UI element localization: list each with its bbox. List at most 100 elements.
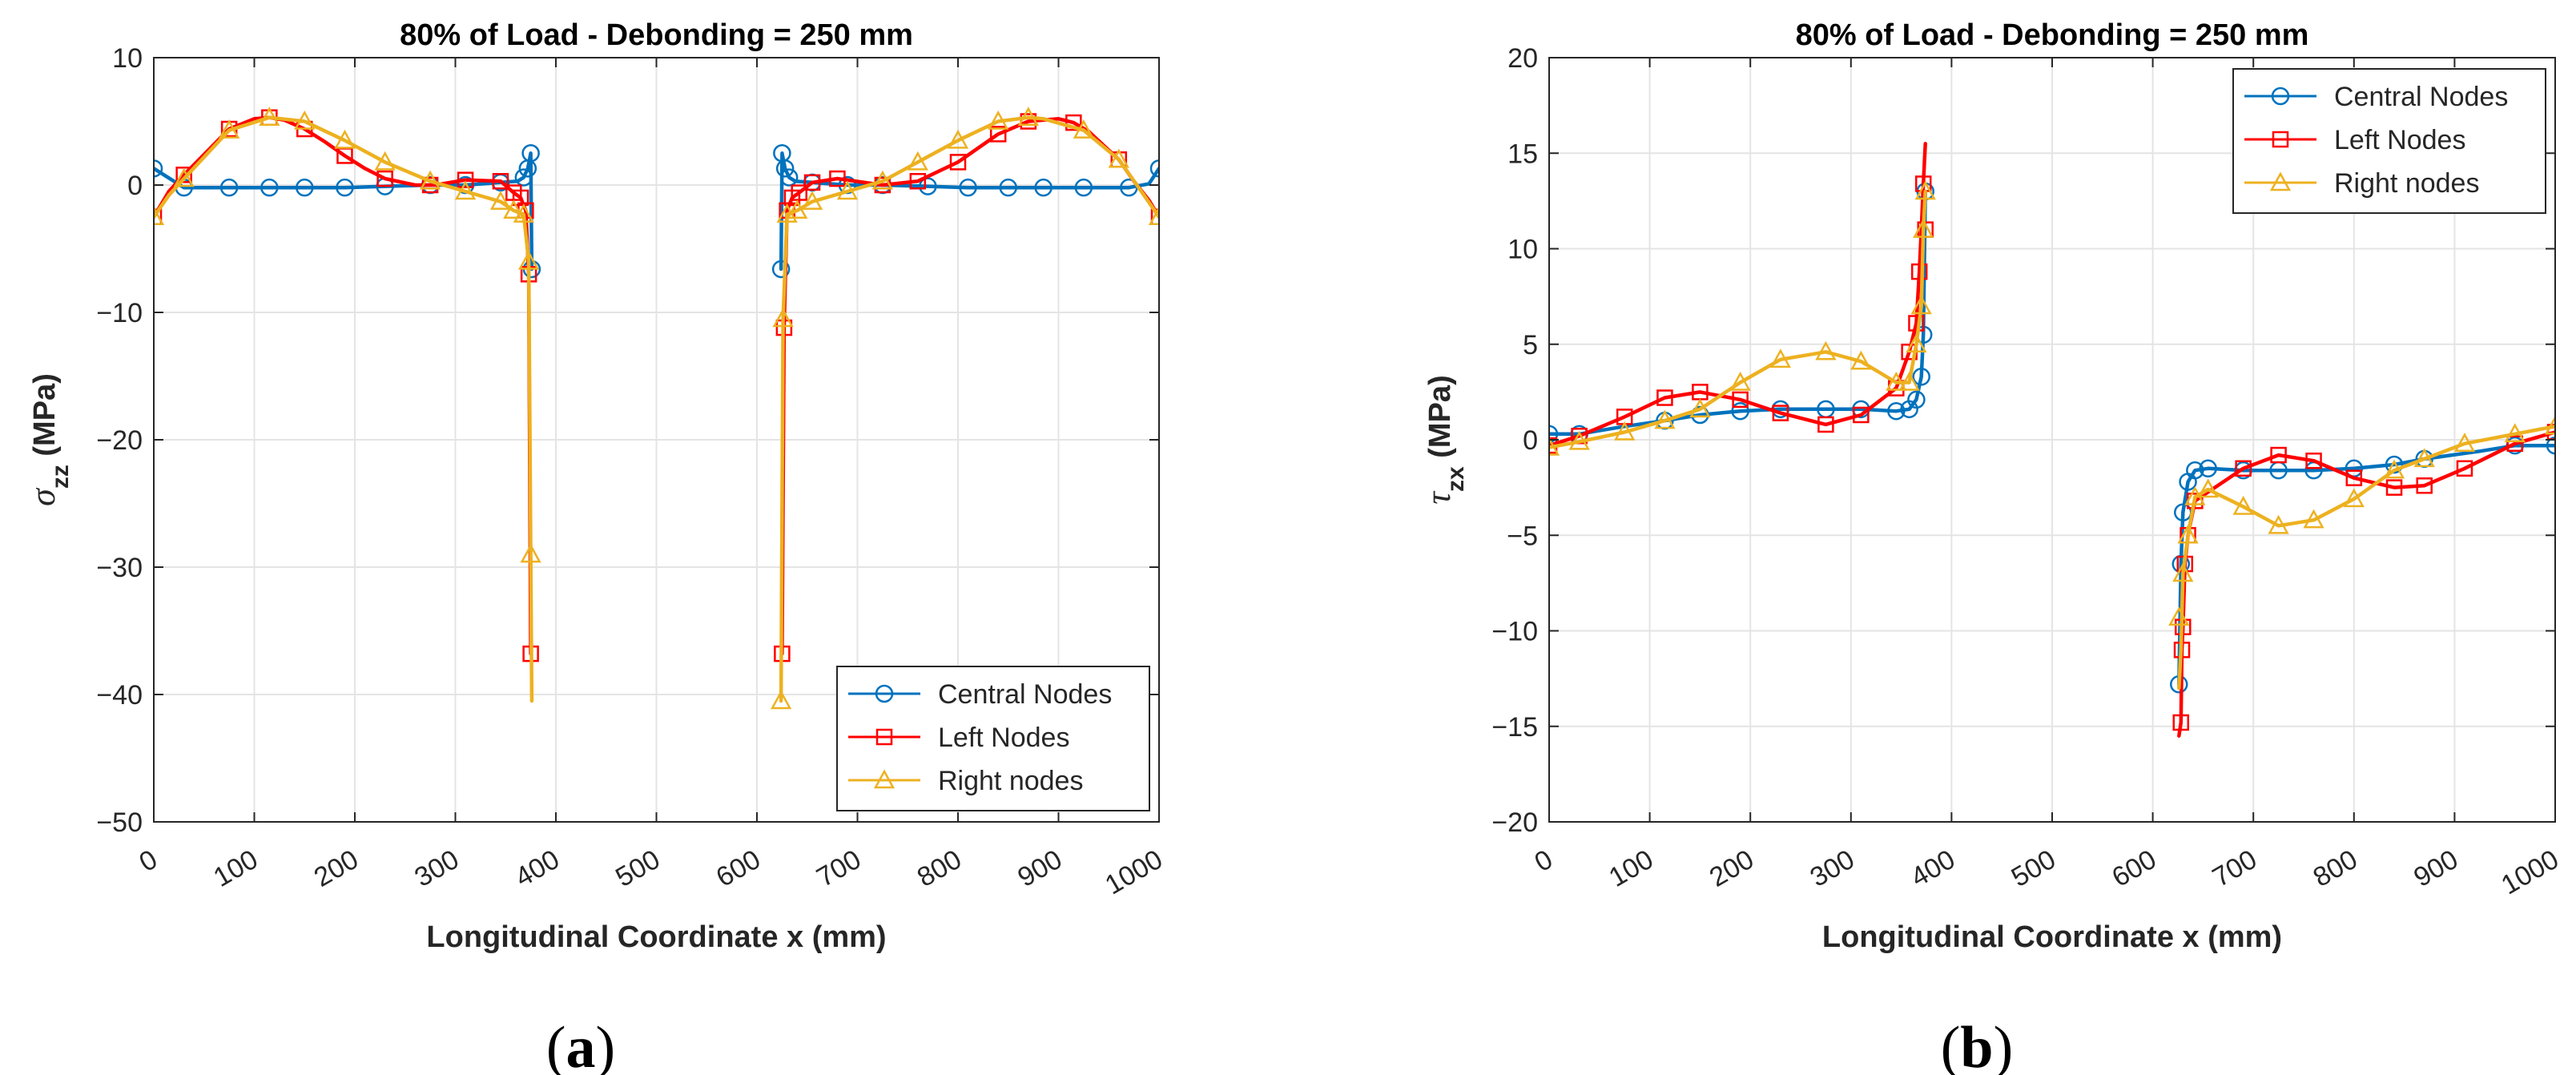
marker-square	[1150, 208, 1159, 225]
marker-triangle	[1769, 348, 1791, 368]
marker-circle	[1549, 425, 1559, 444]
y-axis-subscript: zx	[1443, 466, 1469, 492]
marker-circle	[1074, 178, 1093, 197]
marker-triangle	[871, 170, 893, 190]
marker-triangle	[173, 167, 195, 187]
marker-triangle	[1549, 436, 1560, 456]
marker-triangle	[374, 151, 396, 171]
marker-square	[909, 172, 927, 190]
y-tick-label: −20	[96, 425, 143, 456]
marker-square	[2172, 714, 2190, 731]
y-tick-label: −40	[96, 680, 143, 711]
marker-square	[1732, 391, 1749, 409]
y-tick-label: −5	[1507, 521, 1538, 551]
marker-triangle	[1017, 107, 1039, 126]
marker-triangle	[2303, 509, 2324, 529]
marker-triangle	[489, 191, 512, 210]
marker-triangle	[1148, 206, 1159, 225]
marker-square	[2235, 460, 2252, 477]
y-tick-label: 0	[1523, 425, 1538, 456]
marker-square	[949, 154, 967, 171]
marker-circle	[875, 684, 894, 703]
chart-title: 80% of Load - Debonding = 250 mm	[1796, 18, 2309, 52]
marker-triangle	[873, 769, 896, 789]
marker-square	[1817, 416, 1834, 433]
x-axis-label: Longitudinal Coordinate x (mm)	[1822, 920, 2282, 954]
y-axis-subscript: zz	[47, 465, 74, 489]
legend: Central Nodes Left Nodes Right nodes	[836, 666, 1150, 811]
marker-circle	[999, 178, 1017, 197]
y-axis-label: σzz (MPa)	[23, 373, 74, 506]
legend-item: Left Nodes	[848, 723, 1069, 753]
marker-circle	[521, 144, 540, 163]
marker-triangle	[2172, 562, 2194, 582]
marker-triangle	[1108, 148, 1129, 168]
marker-circle	[959, 178, 977, 197]
marker-triangle	[772, 308, 794, 328]
x-tick-label: 0	[1529, 844, 1557, 878]
marker-circle	[1149, 159, 1159, 178]
x-tick-label: 100	[1604, 844, 1658, 893]
series-line	[2177, 443, 2555, 686]
legend-item: Left Nodes	[2244, 125, 2465, 155]
marker-triangle	[2453, 433, 2476, 453]
marker-square	[2456, 460, 2473, 477]
marker-square	[1065, 114, 1082, 131]
marker-triangle	[219, 119, 240, 139]
y-tick-label: 0	[127, 171, 143, 201]
y-tick-label: −10	[96, 298, 143, 328]
marker-square	[1656, 389, 1673, 406]
y-axis-symbol: τ	[1419, 490, 1458, 505]
marker-triangle	[988, 110, 1009, 130]
x-tick-label: 400	[510, 844, 565, 893]
marker-triangle	[2197, 478, 2219, 498]
y-tick-label: −50	[96, 807, 143, 838]
series-triangle	[154, 107, 1159, 710]
y-tick-label: 15	[1507, 139, 1538, 169]
x-tick-label: 400	[1906, 844, 1960, 893]
marker-circle	[2271, 87, 2290, 106]
marker-triangle	[503, 199, 525, 219]
marker-triangle	[2544, 415, 2555, 435]
marker-triangle	[2232, 495, 2254, 515]
marker-circle	[1034, 178, 1053, 197]
marker-square	[1910, 263, 1928, 280]
y-tick-label: −15	[1491, 712, 1538, 743]
marker-circle	[219, 178, 239, 197]
x-axis-label: Longitudinal Coordinate x (mm)	[426, 920, 886, 954]
marker-triangle	[2343, 488, 2365, 508]
chart-title: 80% of Load - Debonding = 250 mm	[400, 18, 913, 52]
marker-square	[376, 170, 393, 187]
marker-triangle	[947, 129, 969, 149]
marker-triangle	[907, 151, 928, 171]
marker-triangle	[2268, 514, 2289, 534]
marker-triangle	[454, 180, 477, 200]
marker-triangle	[1906, 333, 1927, 352]
y-axis-unit: (MPa)	[1423, 375, 1457, 466]
y-tick-label: 5	[1523, 330, 1538, 360]
x-tick-label: 800	[2308, 844, 2363, 893]
x-tick-label: 900	[1012, 844, 1067, 893]
marker-triangle	[1073, 119, 1094, 139]
x-tick-label: 600	[711, 844, 766, 893]
caption-a: (a)	[546, 1015, 615, 1075]
legend-label: Right nodes	[938, 766, 1083, 796]
x-tick-label: 600	[2107, 844, 2161, 893]
marker-square	[492, 172, 509, 190]
marker-triangle	[294, 110, 316, 130]
y-tick-label: −20	[1491, 807, 1538, 838]
x-tick-label: 300	[1805, 844, 1860, 893]
y-tick-label: 20	[1507, 43, 1538, 74]
x-tick-label: 700	[811, 844, 866, 893]
legend-label: Left Nodes	[2334, 125, 2465, 155]
marker-square	[875, 728, 893, 746]
marker-circle	[771, 260, 791, 279]
x-tick-label: 900	[2409, 844, 2463, 893]
marker-circle	[2385, 455, 2404, 474]
y-axis-unit: (MPa)	[28, 373, 62, 465]
marker-triangle	[1689, 398, 1711, 418]
x-tick-label: 300	[409, 844, 464, 893]
marker-circle	[260, 178, 279, 197]
x-tick-label: 200	[309, 844, 364, 893]
marker-circle	[514, 168, 533, 187]
